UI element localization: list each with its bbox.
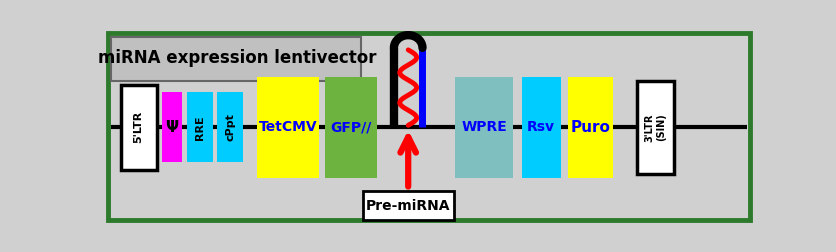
- FancyBboxPatch shape: [257, 77, 319, 178]
- FancyBboxPatch shape: [521, 77, 560, 178]
- FancyBboxPatch shape: [186, 92, 212, 162]
- Text: GFP//: GFP//: [330, 120, 371, 134]
- Text: 3'LTR
(SIN): 3'LTR (SIN): [644, 113, 665, 142]
- Text: Pre-miRNA: Pre-miRNA: [365, 199, 450, 213]
- FancyBboxPatch shape: [635, 81, 673, 174]
- Text: miRNA expression lentivector: miRNA expression lentivector: [99, 49, 376, 67]
- Text: WPRE: WPRE: [461, 120, 507, 134]
- Text: Ψ: Ψ: [166, 120, 178, 135]
- FancyBboxPatch shape: [362, 191, 453, 220]
- Text: RRE: RRE: [195, 115, 205, 140]
- Text: TetCMV: TetCMV: [258, 120, 317, 134]
- FancyBboxPatch shape: [108, 33, 749, 220]
- Text: Puro: Puro: [570, 120, 609, 135]
- Text: cPpt: cPpt: [225, 113, 235, 141]
- FancyBboxPatch shape: [324, 77, 377, 178]
- FancyBboxPatch shape: [217, 92, 243, 162]
- FancyBboxPatch shape: [111, 37, 360, 81]
- Text: Rsv: Rsv: [527, 120, 554, 134]
- FancyBboxPatch shape: [161, 92, 182, 162]
- Text: 5'LTR: 5'LTR: [134, 111, 144, 143]
- FancyBboxPatch shape: [568, 77, 612, 178]
- FancyBboxPatch shape: [120, 85, 156, 170]
- FancyBboxPatch shape: [455, 77, 512, 178]
